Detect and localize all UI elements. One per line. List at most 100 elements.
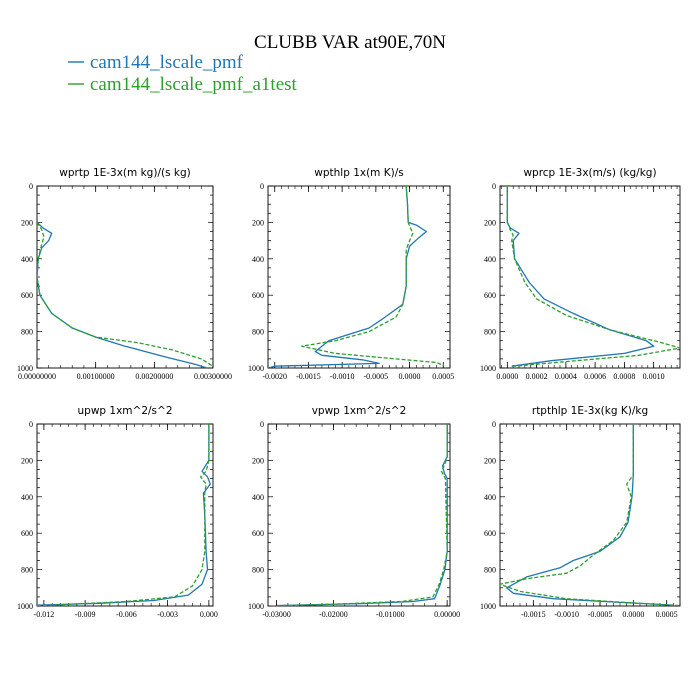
panel-4: upwp 1xm^2/s^2 0 200 400 600 800 1000-0.012 -0.… [17, 405, 218, 619]
y-tick-label: 800 [252, 566, 264, 575]
figure-title: CLUBB VAR at90E,70N [254, 32, 446, 53]
panel-title: wpthlp 1x(m K)/s [314, 167, 404, 179]
series-line-2 [37, 222, 213, 367]
y-tick-label: 1000 [480, 364, 496, 373]
y-tick-label: 200 [21, 218, 33, 227]
y-tick-label: 800 [21, 328, 33, 337]
y-tick-label: 1000 [17, 364, 33, 373]
panel-title: wprcp 1E-3x(m/s) (kg/kg) [523, 167, 656, 179]
series-line-1 [37, 424, 211, 606]
plot-frame [36, 423, 214, 607]
y-tick-label: 0 [492, 420, 496, 429]
plot-frame [267, 185, 451, 369]
x-tick-label: -0.0010 [554, 610, 579, 619]
panel-title: vpwp 1xm^2/s^2 [312, 405, 407, 417]
legend: cam144_lscale_pmf cam144_lscale_pmf_a1te… [68, 52, 298, 95]
y-tick-label: 0 [260, 420, 264, 429]
y-tick-label: 200 [484, 218, 496, 227]
legend-label-1: cam144_lscale_pmf [90, 52, 244, 73]
x-tick-label: 0.0000 [399, 372, 421, 381]
y-tick-label: 400 [484, 493, 496, 502]
series-line-1 [37, 221, 208, 368]
series-line-2 [270, 424, 448, 606]
x-tick-label: 0.0005 [656, 610, 678, 619]
y-tick-label: 800 [484, 328, 496, 337]
y-tick-label: 400 [252, 493, 264, 502]
series-line-1 [268, 186, 428, 368]
y-tick-label: 0 [29, 420, 33, 429]
panel-6: rtpthlp 1E-3x(kg K)/kg 0 200 400 600 800 1000 -… [480, 405, 681, 619]
x-tick-label: 0.0010 [643, 372, 665, 381]
x-tick-label: -0.0020 [262, 372, 287, 381]
x-tick-label: 0.0000 [622, 610, 644, 619]
panel-title: rtpthlp 1E-3x(kg K)/kg [532, 405, 648, 417]
y-tick-label: 400 [252, 255, 264, 264]
y-tick-label: 800 [484, 566, 496, 575]
panel-5: vpwp 1xm^2/s^2 0 200 400 600 800 1000-0.03000 -… [248, 405, 460, 619]
y-tick-label: 400 [21, 493, 33, 502]
series-line-1 [506, 186, 655, 367]
x-tick-label: -0.02000 [319, 610, 348, 619]
y-tick-label: 600 [484, 291, 496, 300]
x-tick-label: -0.009 [75, 610, 96, 619]
panel-2: wpthlp 1x(m K)/s 0 200 400 600 800 1000-0.0020… [248, 167, 454, 381]
y-tick-label: 800 [252, 328, 264, 337]
y-tick-label: 0 [492, 182, 496, 191]
panel-1: wprtp 1E-3x(m kg)/(s kg) 0 200 400 600 800 100… [17, 167, 232, 381]
y-tick-label: 200 [21, 456, 33, 465]
x-tick-label: 0.00000 [434, 610, 460, 619]
x-tick-label: -0.006 [116, 610, 137, 619]
y-tick-label: 400 [484, 255, 496, 264]
x-tick-label: 0.0005 [432, 372, 454, 381]
series-line-2 [301, 186, 444, 366]
x-tick-label: -0.012 [34, 610, 55, 619]
y-tick-label: 1000 [248, 602, 264, 611]
x-tick-label: 0.000 [200, 610, 218, 619]
y-tick-label: 1000 [480, 602, 496, 611]
x-tick-label: -0.0010 [330, 372, 355, 381]
y-tick-label: 600 [252, 291, 264, 300]
x-tick-label: -0.0015 [521, 610, 546, 619]
panel-title: wprtp 1E-3x(m kg)/(s kg) [59, 167, 190, 179]
x-tick-label: 0.0002 [526, 372, 548, 381]
series-line-2 [37, 424, 210, 606]
x-tick-label: -0.0015 [296, 372, 321, 381]
y-tick-label: 200 [252, 218, 264, 227]
y-tick-label: 400 [21, 255, 33, 264]
series-line-1 [506, 424, 674, 606]
x-tick-label: -0.01000 [376, 610, 405, 619]
series-line-2 [506, 186, 680, 367]
series-line-1 [276, 424, 448, 606]
y-tick-label: 1000 [17, 602, 33, 611]
y-tick-label: 200 [252, 456, 264, 465]
x-tick-label: 0.00000000 [18, 372, 56, 381]
x-tick-label: -0.03000 [262, 610, 291, 619]
y-tick-label: 0 [29, 182, 33, 191]
y-tick-label: 600 [484, 529, 496, 538]
y-tick-label: 1000 [248, 364, 264, 373]
panel-title: upwp 1xm^2/s^2 [78, 405, 173, 417]
x-tick-label: 0.00200000 [135, 372, 173, 381]
y-tick-label: 800 [21, 566, 33, 575]
x-tick-label: -0.0005 [364, 372, 389, 381]
panel-3: wprcp 1E-3x(m/s) (kg/kg) 0 200 400 600 800 100… [480, 167, 681, 381]
x-tick-label: 0.0000 [496, 372, 518, 381]
x-tick-label: -0.003 [157, 610, 178, 619]
plot-frame [267, 423, 451, 607]
x-tick-label: 0.0008 [613, 372, 635, 381]
y-tick-label: 600 [21, 291, 33, 300]
x-tick-label: -0.0005 [588, 610, 613, 619]
x-tick-label: 0.00300000 [194, 372, 232, 381]
panels: wprtp 1E-3x(m kg)/(s kg) 0 200 400 600 800 100… [17, 167, 681, 619]
x-tick-label: 0.0004 [555, 372, 577, 381]
x-tick-label: 0.00100000 [77, 372, 115, 381]
y-tick-label: 600 [21, 529, 33, 538]
legend-label-2: cam144_lscale_pmf_a1test [90, 74, 298, 95]
y-tick-label: 0 [260, 182, 264, 191]
y-tick-label: 600 [252, 529, 264, 538]
x-tick-label: 0.0006 [584, 372, 606, 381]
plot-frame [499, 423, 681, 607]
series-line-2 [500, 424, 680, 606]
y-tick-label: 200 [484, 456, 496, 465]
